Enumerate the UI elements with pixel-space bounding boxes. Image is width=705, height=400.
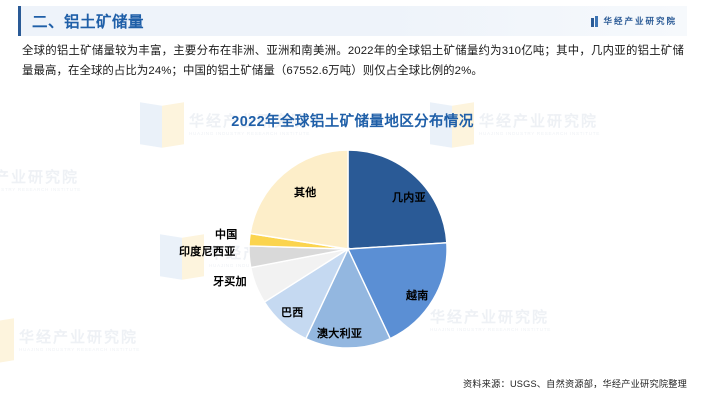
pie-chart: 几内亚越南澳大利亚 巴西 牙买加 印度尼西亚 中国 其他: [0, 96, 705, 371]
brand-name: 华经产业研究院: [603, 16, 677, 26]
body-paragraph: 全球的铝土矿储量较为丰富，主要分布在非洲、亚洲和南美洲。2022年的全球铝土矿储…: [22, 45, 684, 77]
header-accent-bar: [18, 6, 21, 36]
pie-slice-label: 巴西: [281, 307, 304, 319]
brand-logo: 华经产业研究院: [590, 15, 677, 27]
section-header: 二、铝土矿储量 华经产业研究院: [18, 6, 687, 36]
chart-title: 2022年全球铝土矿储量地区分布情况: [231, 114, 474, 130]
pie-slice[interactable]: [347, 149, 448, 250]
pie-slice-label: 其他: [294, 187, 317, 199]
book-icon: [590, 15, 599, 27]
pie-slice-label: 中国: [215, 229, 238, 241]
chart-container: 2022年全球铝土矿储量地区分布情况 几内亚越南澳大利亚 巴西 牙买加 印度尼西亚 中国…: [0, 96, 705, 371]
pie-slice-label: 几内亚: [392, 192, 426, 204]
source-note: 资料来源：USGS、自然资源部，华经产业研究院整理: [463, 379, 687, 389]
pie-slice-label: 越南: [406, 290, 429, 302]
pie-chart-svg: [248, 149, 448, 349]
pie-slice[interactable]: [346, 242, 448, 340]
pie-slice-label: 印度尼西亚: [179, 246, 236, 258]
pie-slice[interactable]: [249, 149, 349, 250]
pie-slice-label: 牙买加: [213, 276, 247, 288]
pie-slice[interactable]: [304, 247, 392, 349]
page-title: 二、铝土矿储量: [32, 14, 145, 31]
pie-slice-label: 澳大利亚: [317, 328, 363, 340]
